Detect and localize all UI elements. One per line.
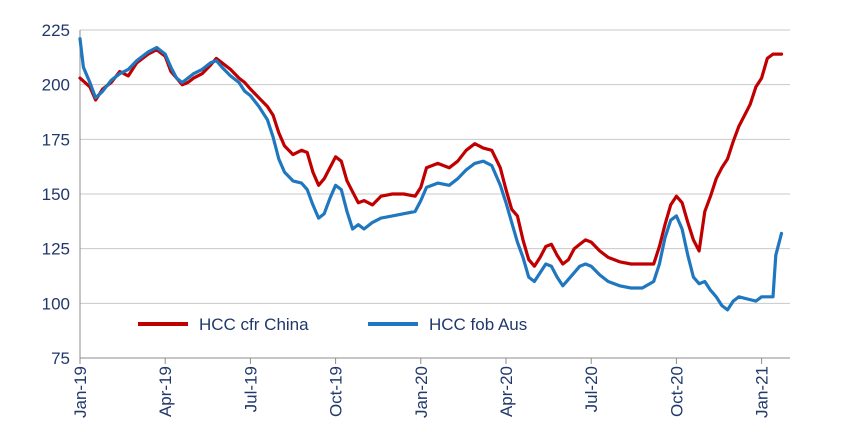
x-tick-label-Oct-19: Oct-19 — [327, 366, 346, 417]
y-tick-label-125: 125 — [42, 240, 70, 259]
y-tick-label-225: 225 — [42, 21, 70, 40]
x-tick-label-Jan-19: Jan-19 — [71, 366, 90, 418]
axes: 75 100 125 150 175 200 225 Jan-19 Apr-19 Jul-19 Oc… — [42, 21, 790, 418]
x-tick-label-Apr-19: Apr-19 — [156, 366, 175, 417]
x-tick-label-Jan-20: Jan-20 — [412, 366, 431, 418]
legend-label-aus: HCC fob Aus — [429, 315, 527, 334]
y-tick-label-100: 100 — [42, 294, 70, 313]
series-line-hcc-cfr-china — [78, 48, 784, 268]
legend-label-china: HCC cfr China — [199, 315, 309, 334]
x-tick-label-Apr-20: Apr-20 — [497, 366, 516, 417]
y-tick-label-175: 175 — [42, 130, 70, 149]
y-tick-label-200: 200 — [42, 76, 70, 95]
gridlines — [80, 29, 790, 304]
y-tick-label-150: 150 — [42, 185, 70, 204]
series-line-hcc-fob-aus — [78, 37, 784, 312]
x-tick-label-Jul-19: Jul-19 — [241, 366, 260, 412]
y-tick-label-75: 75 — [51, 349, 70, 368]
legend: HCC cfr China HCC fob Aus — [138, 315, 527, 334]
x-tick-label-Jan-21: Jan-21 — [753, 366, 772, 418]
x-tick-label-Oct-20: Oct-20 — [667, 366, 686, 417]
series-lines — [78, 37, 784, 312]
x-tick-label-Jul-20: Jul-20 — [582, 366, 601, 412]
